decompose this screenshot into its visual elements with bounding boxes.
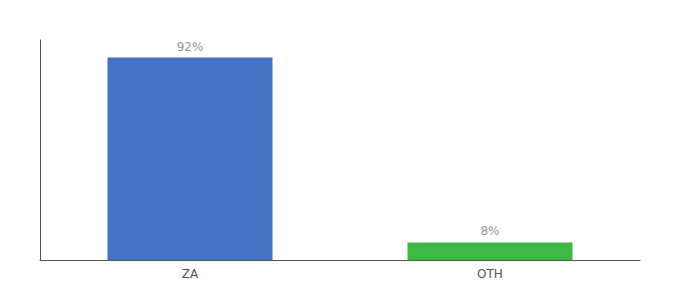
svg-text:92%: 92% [177,40,204,54]
svg-text:ZA: ZA [182,267,199,281]
svg-text:8%: 8% [480,224,499,238]
svg-text:OTH: OTH [477,267,503,281]
